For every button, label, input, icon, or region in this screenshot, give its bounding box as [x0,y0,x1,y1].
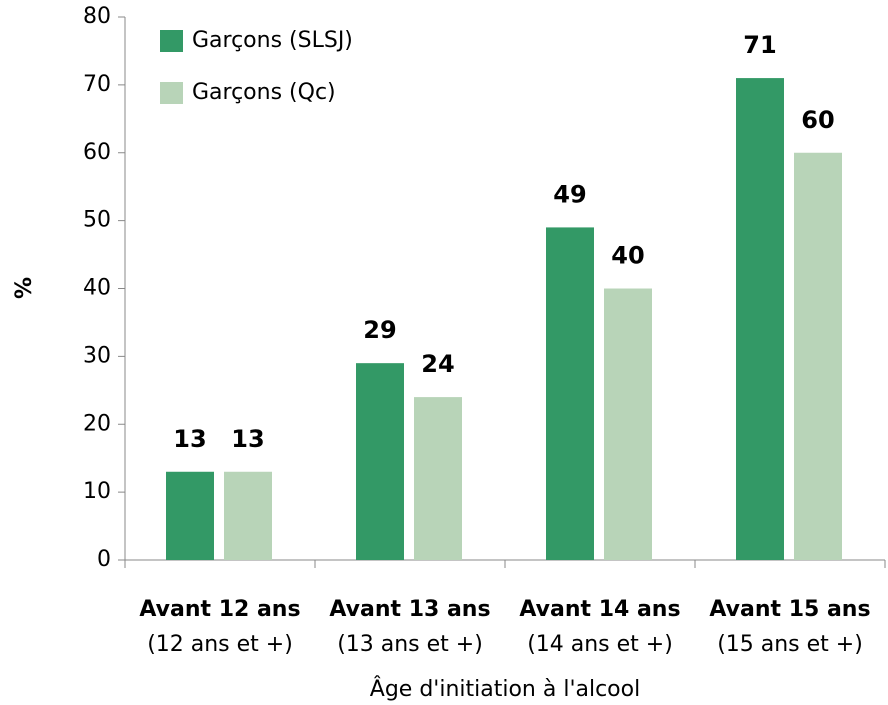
y-tick-label: 70 [83,72,111,97]
legend-swatch [160,30,183,52]
y-tick-label: 0 [97,547,111,572]
bar [794,152,842,560]
bar [356,363,404,560]
bar [166,471,214,560]
y-axis-label: % [12,277,37,299]
y-tick-label: 50 [83,208,111,233]
y-tick-label: 40 [83,276,111,301]
x-tick-label: (15 ans et +) [717,632,863,657]
legend-label: Garçons (Qc) [192,80,336,105]
x-tick-label: Avant 13 ans [329,597,490,622]
x-axis-label: Âge d'initiation à l'alcool [370,676,640,702]
x-tick-label: Avant 15 ans [709,597,870,622]
bar [546,227,594,560]
data-label: 49 [553,180,586,208]
x-tick-label: (12 ans et +) [147,632,293,657]
y-tick-label: 80 [83,4,111,29]
bar [414,397,462,560]
bar [736,78,784,561]
bar [604,288,652,560]
x-tick-label: Avant 14 ans [519,597,680,622]
data-label: 24 [421,350,454,378]
y-tick-label: 60 [83,140,111,165]
data-label: 29 [363,316,396,344]
data-label: 13 [173,425,206,453]
data-label: 40 [611,242,644,270]
data-label: 13 [231,425,264,453]
data-label: 71 [743,31,776,59]
x-tick-label: (13 ans et +) [337,632,483,657]
y-tick-label: 20 [83,411,111,436]
legend-swatch [160,82,183,104]
x-tick-label: (14 ans et +) [527,632,673,657]
data-label: 60 [801,106,834,134]
y-tick-label: 30 [83,343,111,368]
bar [224,471,272,560]
legend-label: Garçons (SLSJ) [192,28,353,53]
y-tick-label: 10 [83,479,111,504]
x-tick-label: Avant 12 ans [139,597,300,622]
